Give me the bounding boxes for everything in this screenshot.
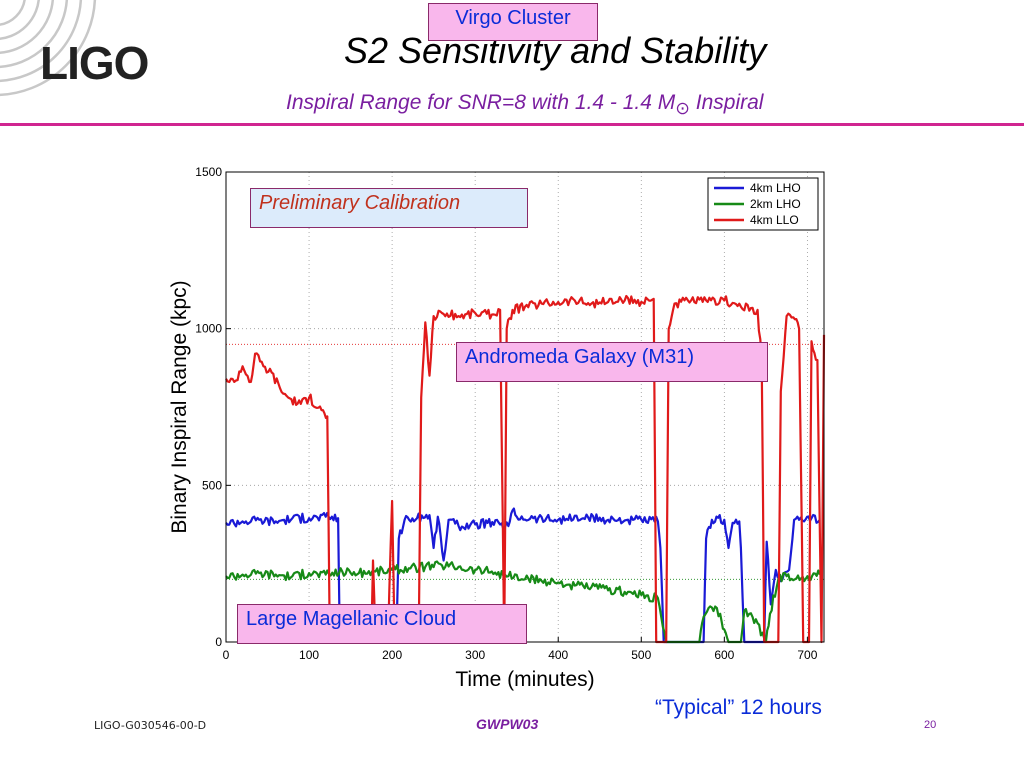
ligo-logo: LIGO	[40, 37, 149, 89]
subtitle-end: Inspiral	[689, 91, 764, 114]
series-line-4km-llo	[225, 294, 826, 644]
slide-subtitle: Inspiral Range for SNR=8 with 1.4 - 1.4 …	[286, 91, 763, 119]
footer-event: GWPW03	[476, 716, 539, 732]
subtitle-main: Inspiral Range for SNR=8 with 1.4 - 1.4 …	[286, 91, 676, 114]
y-tick-label: 1500	[195, 165, 222, 179]
solar-mass-symbol: ⊙	[675, 98, 690, 119]
x-tick-label: 600	[714, 648, 734, 662]
y-axis-label: Binary Inspiral Range (kpc)	[168, 280, 191, 533]
legend-entry: 4km LHO	[750, 181, 801, 195]
x-tick-label: 700	[797, 648, 817, 662]
title-divider	[0, 123, 1024, 126]
preliminary-calibration-label: Preliminary Calibration	[250, 188, 528, 228]
series-layer	[225, 294, 826, 644]
series-line-2km-lho	[225, 560, 821, 644]
legend-entry: 4km LLO	[750, 213, 799, 227]
y-tick-label: 1000	[195, 322, 222, 336]
x-tick-label: 0	[223, 648, 230, 662]
chart-legend: 4km LHO 2km LHO 4km LLO	[707, 177, 819, 231]
y-axis-ticks: 0 500 1000 1500	[195, 165, 231, 649]
y-tick-label: 0	[215, 635, 222, 649]
legend-entry: 2km LHO	[750, 197, 801, 211]
x-tick-label: 300	[465, 648, 485, 662]
virgo-cluster-label: Virgo Cluster	[428, 3, 598, 41]
x-tick-label: 500	[631, 648, 651, 662]
x-tick-label: 400	[548, 648, 568, 662]
x-tick-label: 200	[382, 648, 402, 662]
x-axis-label: Time (minutes)	[455, 668, 594, 691]
large-magellanic-cloud-label: Large Magellanic Cloud	[237, 604, 527, 644]
footer-page-number: 20	[924, 719, 937, 731]
footer-doc-id: LIGO-G030546-00-D	[94, 719, 207, 732]
andromeda-galaxy-label: Andromeda Galaxy (M31)	[456, 342, 768, 382]
plot-area	[225, 171, 825, 643]
typical-duration-note: “Typical” 12 hours	[655, 696, 822, 719]
y-tick-label: 500	[202, 478, 222, 492]
x-tick-label: 100	[299, 648, 319, 662]
